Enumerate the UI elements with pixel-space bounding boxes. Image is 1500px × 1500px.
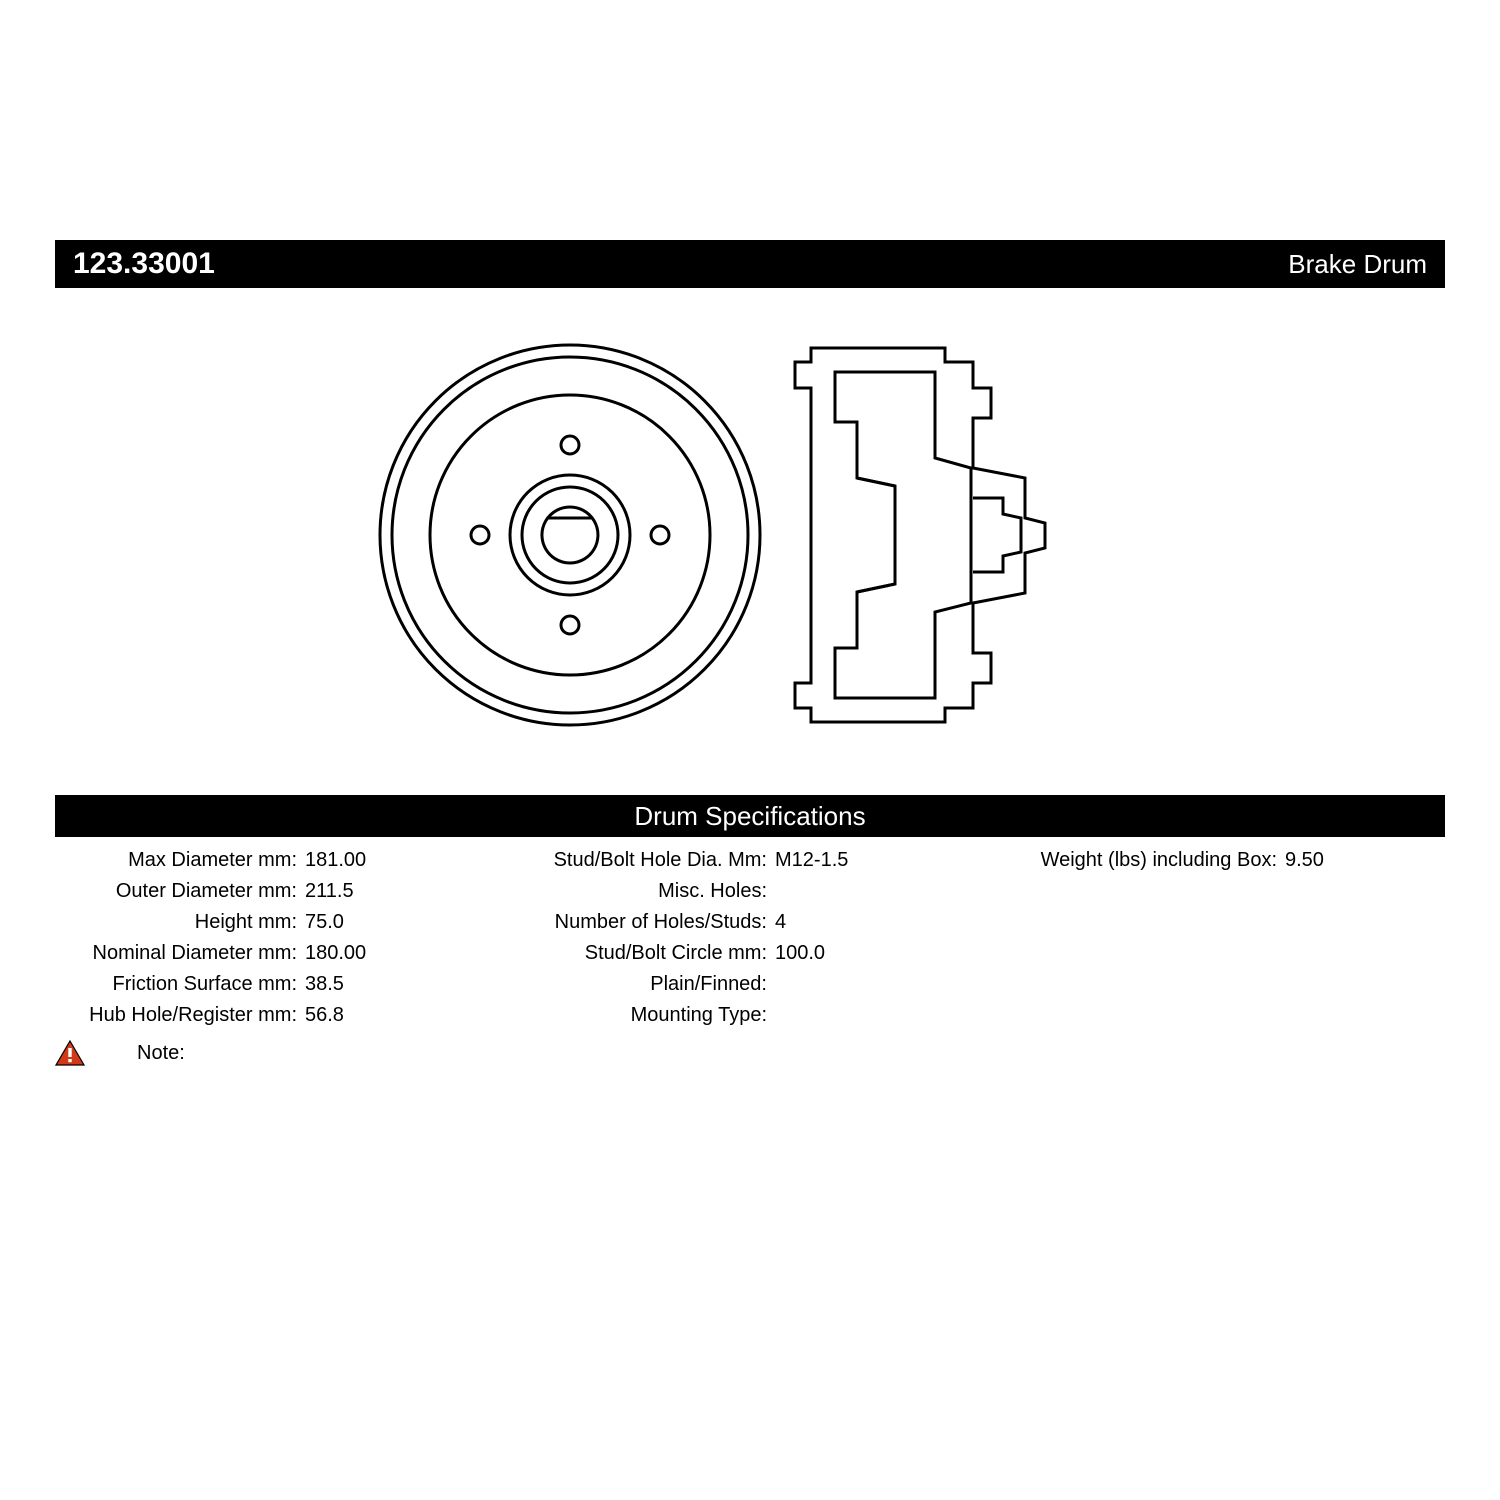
spec-value: 38.5 (305, 969, 515, 1000)
spec-label: Stud/Bolt Circle mm: (515, 938, 775, 969)
page-root: 123.33001 Brake Drum (0, 0, 1500, 1500)
spec-row: Misc. Holes: (515, 876, 985, 907)
note-label: Note: (137, 1042, 185, 1065)
spec-col-2: Stud/Bolt Hole Dia. Mm:M12-1.5 Misc. Hol… (515, 845, 985, 1031)
spec-value: M12-1.5 (775, 845, 985, 876)
spec-label: Friction Surface mm: (55, 969, 305, 1000)
spec-col-3: Weight (lbs) including Box:9.50 (985, 845, 1445, 876)
spec-value: 211.5 (305, 876, 515, 907)
spec-label: Misc. Holes: (515, 876, 775, 907)
technical-drawing (360, 320, 1140, 750)
spec-label: Mounting Type: (515, 1000, 775, 1031)
spec-label: Number of Holes/Studs: (515, 907, 775, 938)
spec-value (775, 876, 985, 907)
spec-row: Hub Hole/Register mm:56.8 (55, 1000, 515, 1031)
spec-value (775, 969, 985, 1000)
spec-value: 75.0 (305, 907, 515, 938)
spec-value: 100.0 (775, 938, 985, 969)
spec-label: Outer Diameter mm: (55, 876, 305, 907)
product-name: Brake Drum (1288, 249, 1427, 280)
spec-row: Mounting Type: (515, 1000, 985, 1031)
spec-row: Plain/Finned: (515, 969, 985, 1000)
spec-label: Weight (lbs) including Box: (985, 845, 1285, 876)
spec-row: Stud/Bolt Circle mm:100.0 (515, 938, 985, 969)
spec-row: Friction Surface mm:38.5 (55, 969, 515, 1000)
spec-value: 180.00 (305, 938, 515, 969)
spec-row: Nominal Diameter mm:180.00 (55, 938, 515, 969)
spec-label: Nominal Diameter mm: (55, 938, 305, 969)
spec-col-1: Max Diameter mm:181.00 Outer Diameter mm… (55, 845, 515, 1031)
spec-value: 4 (775, 907, 985, 938)
spec-row: Number of Holes/Studs:4 (515, 907, 985, 938)
spec-label: Hub Hole/Register mm: (55, 1000, 305, 1031)
note-row: Note: (55, 1040, 185, 1066)
spec-value: 9.50 (1285, 845, 1445, 876)
spec-row: Max Diameter mm:181.00 (55, 845, 515, 876)
spec-row: Height mm:75.0 (55, 907, 515, 938)
spec-row: Outer Diameter mm:211.5 (55, 876, 515, 907)
spec-value: 181.00 (305, 845, 515, 876)
warning-icon (55, 1040, 85, 1066)
part-number: 123.33001 (73, 247, 215, 281)
header-bar: 123.33001 Brake Drum (55, 240, 1445, 288)
spec-row: Stud/Bolt Hole Dia. Mm:M12-1.5 (515, 845, 985, 876)
brake-drum-diagram-icon (360, 320, 1140, 750)
spec-value (775, 1000, 985, 1031)
spec-label: Stud/Bolt Hole Dia. Mm: (515, 845, 775, 876)
spec-row: Weight (lbs) including Box:9.50 (985, 845, 1445, 876)
spec-label: Plain/Finned: (515, 969, 775, 1000)
spec-label: Height mm: (55, 907, 305, 938)
spec-section-title: Drum Specifications (55, 795, 1445, 837)
spec-value: 56.8 (305, 1000, 515, 1031)
spec-label: Max Diameter mm: (55, 845, 305, 876)
